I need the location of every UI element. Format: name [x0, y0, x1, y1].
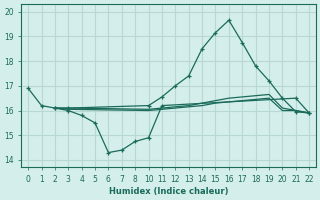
X-axis label: Humidex (Indice chaleur): Humidex (Indice chaleur): [109, 187, 228, 196]
